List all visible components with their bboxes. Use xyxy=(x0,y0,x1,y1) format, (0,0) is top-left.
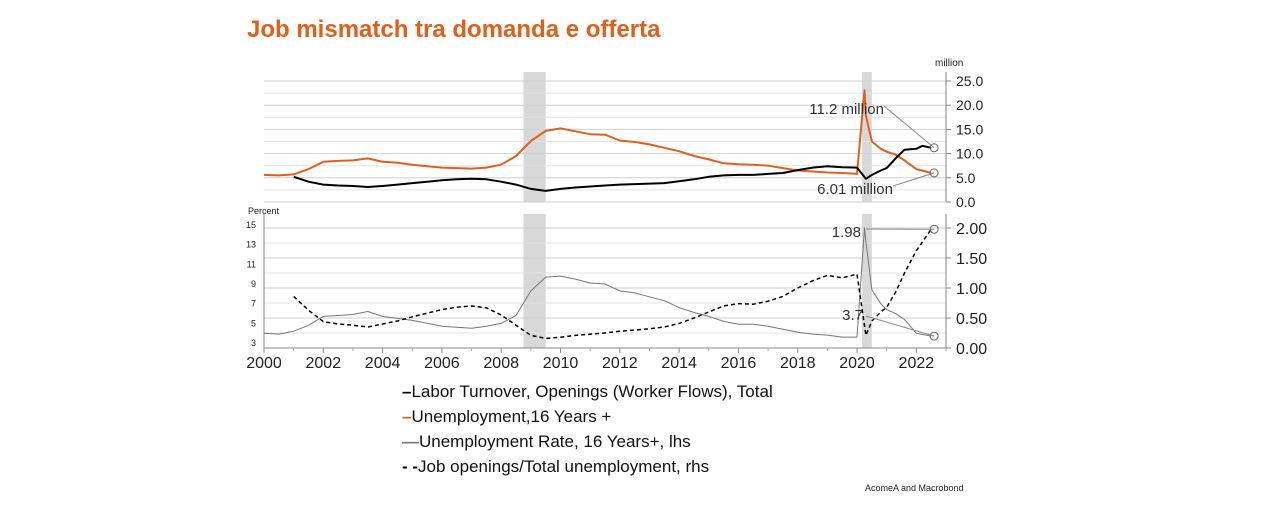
top-y-tick-label: 10.0 xyxy=(956,146,983,162)
recession-band-bottom-1 xyxy=(862,214,872,348)
top-unit-label: million xyxy=(935,58,963,69)
x-tick-label: 2010 xyxy=(543,355,579,372)
axes: 0.0 5.0 10.0 15.0 20.0 25.0 million 0.00 0.50 1.0… xyxy=(246,58,987,372)
legend-item-ratio: - -Job openings/Total unemployment, rhs xyxy=(402,454,773,479)
bottom-right-tick-label: 1.00 xyxy=(956,281,987,298)
annotation-rate-label: 3.7 xyxy=(842,307,863,324)
chart-title: Job mismatch tra domanda e offerta xyxy=(247,16,661,43)
legend-label-unemployment: Unemployment,16 Years + xyxy=(411,407,612,426)
source-note: AcomeA and Macrobond xyxy=(865,483,964,493)
recession-bands xyxy=(523,72,872,348)
recession-band-top-1 xyxy=(862,72,872,202)
legend-label-ratio: Job openings/Total unemployment, rhs xyxy=(418,457,710,476)
bottom-left-tick-label: 11 xyxy=(247,259,256,269)
x-tick-label: 2000 xyxy=(246,355,282,372)
x-tick-label: 2004 xyxy=(365,355,401,372)
annotation-unemployment-label: 6.01 million xyxy=(817,181,893,198)
series-unemployment-rate-line xyxy=(263,227,932,338)
annotation-leader xyxy=(892,172,935,187)
legend-label-openings: Labor Turnover, Openings (Worker Flows),… xyxy=(411,382,773,401)
bottom-left-tick-label: 9 xyxy=(251,279,256,289)
top-y-tick-label: 5.0 xyxy=(956,170,976,186)
bottom-right-tick-label: 1.50 xyxy=(956,251,987,268)
series-unemployment-line xyxy=(263,89,932,177)
bottom-left-tick-label: 15 xyxy=(246,220,256,230)
x-tick-label: 2020 xyxy=(839,355,875,372)
bottom-left-tick-label: 5 xyxy=(251,318,256,328)
legend-marker-rate: — xyxy=(402,432,419,451)
annotation-leader xyxy=(865,315,935,337)
series-openings-ratio-line xyxy=(293,228,932,340)
series-lines xyxy=(263,89,932,340)
legend-item-rate: —Unemployment Rate, 16 Years+, lhs xyxy=(402,429,773,454)
x-tick-label: 2002 xyxy=(306,355,342,372)
bottom-right-tick-label: 0.00 xyxy=(956,341,987,358)
legend-item-openings: –Labor Turnover, Openings (Worker Flows)… xyxy=(402,379,773,404)
legend-item-unemployment: –Unemployment,16 Years + xyxy=(402,404,773,429)
bottom-left-axis-label: Percent xyxy=(248,206,280,216)
bottom-left-tick-label: 3 xyxy=(251,338,256,348)
x-tick-label: 2022 xyxy=(899,355,935,372)
top-y-tick-label: 15.0 xyxy=(956,121,983,137)
recession-band-top-0 xyxy=(523,72,546,202)
series-openings-line xyxy=(293,144,932,192)
annotations: 11.2 million 6.01 million 1.98 3.7 xyxy=(809,101,939,341)
gridlines xyxy=(264,80,946,349)
legend: –Labor Turnover, Openings (Worker Flows)… xyxy=(402,379,773,479)
top-y-tick-label: 20.0 xyxy=(956,97,983,113)
x-tick-label: 2018 xyxy=(780,355,816,372)
annotation-ratio-label: 1.98 xyxy=(832,224,861,241)
bottom-right-tick-label: 0.50 xyxy=(956,311,987,328)
top-y-tick-label: 25.0 xyxy=(956,73,983,89)
legend-marker-openings: – xyxy=(402,382,412,401)
chart-canvas: 0.0 5.0 10.0 15.0 20.0 25.0 million 0.00 0.50 1.0… xyxy=(246,58,987,372)
annotation-marker xyxy=(929,168,939,178)
x-tick-label: 2016 xyxy=(721,355,757,372)
legend-marker-ratio: - - xyxy=(402,457,419,476)
bottom-left-tick-label: 13 xyxy=(246,240,256,250)
legend-label-rate: Unemployment Rate, 16 Years+, lhs xyxy=(419,432,691,451)
annotation-leader xyxy=(883,105,935,149)
top-y-tick-label: 0.0 xyxy=(956,194,976,210)
annotation-openings-label: 11.2 million xyxy=(809,101,884,118)
bottom-left-tick-label: 7 xyxy=(251,299,256,309)
x-tick-label: 2014 xyxy=(661,355,697,372)
legend-marker-unemployment: – xyxy=(402,407,412,426)
x-tick-label: 2008 xyxy=(483,355,519,372)
annotation-marker xyxy=(929,331,939,341)
bottom-right-tick-label: 2.00 xyxy=(956,221,987,238)
recession-band-bottom-0 xyxy=(523,214,546,348)
annotation-marker xyxy=(929,143,939,153)
x-tick-label: 2012 xyxy=(602,355,638,372)
x-tick-label: 2006 xyxy=(424,355,460,372)
